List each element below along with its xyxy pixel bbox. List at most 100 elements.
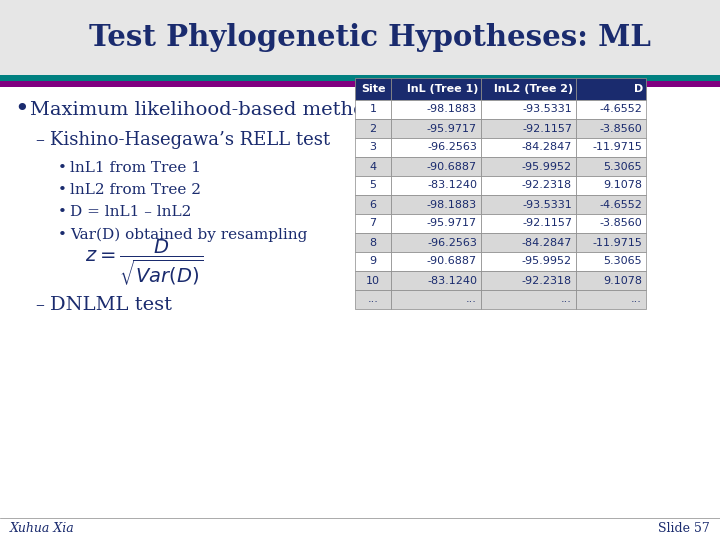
- Bar: [391, 214, 481, 233]
- Text: -83.1240: -83.1240: [427, 180, 477, 191]
- Text: 10: 10: [366, 275, 380, 286]
- Text: 1: 1: [369, 105, 377, 114]
- Bar: [576, 195, 646, 214]
- Text: 9.1078: 9.1078: [603, 180, 642, 191]
- Bar: [355, 214, 391, 233]
- Text: Xuhua Xia: Xuhua Xia: [10, 523, 75, 536]
- Text: -92.2318: -92.2318: [522, 275, 572, 286]
- Text: •: •: [58, 183, 67, 197]
- Text: Test Phylogenetic Hypotheses: ML: Test Phylogenetic Hypotheses: ML: [89, 23, 651, 52]
- Bar: [481, 271, 576, 290]
- Bar: [355, 176, 391, 195]
- Bar: [481, 119, 576, 138]
- Text: 7: 7: [369, 219, 377, 228]
- Bar: [0, 75, 720, 81]
- Text: lnL (Tree 1): lnL (Tree 1): [407, 84, 478, 94]
- Bar: [391, 119, 481, 138]
- Text: ...: ...: [631, 294, 642, 305]
- Text: 9.1078: 9.1078: [603, 275, 642, 286]
- Text: 8: 8: [369, 238, 377, 247]
- Text: 5.3065: 5.3065: [603, 161, 642, 172]
- Bar: [391, 100, 481, 119]
- Text: ...: ...: [368, 294, 379, 305]
- Bar: [576, 119, 646, 138]
- Bar: [481, 214, 576, 233]
- Text: DNLML test: DNLML test: [50, 296, 172, 314]
- Text: -92.1157: -92.1157: [522, 124, 572, 133]
- Text: Slide 57: Slide 57: [658, 523, 710, 536]
- Text: 9: 9: [369, 256, 377, 267]
- Bar: [576, 138, 646, 157]
- Text: lnL2 from Tree 2: lnL2 from Tree 2: [70, 183, 201, 197]
- Text: -95.9717: -95.9717: [427, 124, 477, 133]
- Bar: [355, 252, 391, 271]
- Text: -95.9717: -95.9717: [427, 219, 477, 228]
- Text: Kishino-Hasegawa’s RELL test: Kishino-Hasegawa’s RELL test: [50, 131, 330, 149]
- Bar: [355, 233, 391, 252]
- Bar: [355, 119, 391, 138]
- Text: -95.9952: -95.9952: [522, 256, 572, 267]
- Text: Maximum likelihood-based method: Maximum likelihood-based method: [30, 101, 377, 119]
- Bar: [481, 290, 576, 309]
- Bar: [576, 176, 646, 195]
- Bar: [391, 233, 481, 252]
- Text: D: D: [634, 84, 643, 94]
- Text: -95.9952: -95.9952: [522, 161, 572, 172]
- Bar: [391, 78, 481, 100]
- Bar: [481, 176, 576, 195]
- Bar: [0, 81, 720, 87]
- Text: 6: 6: [369, 199, 377, 210]
- Bar: [576, 157, 646, 176]
- Bar: [355, 138, 391, 157]
- Text: –: –: [35, 131, 44, 149]
- Text: -3.8560: -3.8560: [599, 124, 642, 133]
- Text: 4: 4: [369, 161, 377, 172]
- Bar: [576, 233, 646, 252]
- Bar: [576, 100, 646, 119]
- Bar: [481, 157, 576, 176]
- Bar: [391, 290, 481, 309]
- Text: •: •: [14, 98, 29, 122]
- Text: -84.2847: -84.2847: [521, 143, 572, 152]
- Bar: [481, 100, 576, 119]
- Bar: [576, 78, 646, 100]
- Bar: [355, 78, 391, 100]
- Bar: [391, 138, 481, 157]
- Text: D = lnL1 – lnL2: D = lnL1 – lnL2: [70, 205, 192, 219]
- Bar: [391, 271, 481, 290]
- Text: -92.1157: -92.1157: [522, 219, 572, 228]
- Bar: [0, 0, 720, 75]
- Text: -11.9715: -11.9715: [592, 238, 642, 247]
- Text: -4.6552: -4.6552: [599, 105, 642, 114]
- Bar: [391, 157, 481, 176]
- Bar: [391, 195, 481, 214]
- Bar: [481, 252, 576, 271]
- Bar: [355, 195, 391, 214]
- Text: ...: ...: [466, 294, 477, 305]
- Text: -90.6887: -90.6887: [427, 161, 477, 172]
- Bar: [576, 252, 646, 271]
- Bar: [481, 78, 576, 100]
- Text: Site: Site: [361, 84, 385, 94]
- Text: -93.5331: -93.5331: [522, 105, 572, 114]
- Text: •: •: [58, 228, 67, 242]
- Bar: [391, 176, 481, 195]
- Text: 3: 3: [369, 143, 377, 152]
- Text: -96.2563: -96.2563: [427, 143, 477, 152]
- Text: Var(D) obtained by resampling: Var(D) obtained by resampling: [70, 228, 307, 242]
- Bar: [576, 271, 646, 290]
- Bar: [481, 138, 576, 157]
- Text: -90.6887: -90.6887: [427, 256, 477, 267]
- Text: 5.3065: 5.3065: [603, 256, 642, 267]
- Bar: [355, 290, 391, 309]
- Text: $z = \dfrac{D}{\sqrt{Var(D)}}$: $z = \dfrac{D}{\sqrt{Var(D)}}$: [85, 237, 203, 287]
- Bar: [481, 233, 576, 252]
- Text: lnL1 from Tree 1: lnL1 from Tree 1: [70, 161, 201, 175]
- Bar: [355, 100, 391, 119]
- Text: 5: 5: [369, 180, 377, 191]
- Text: 2: 2: [369, 124, 377, 133]
- Text: -11.9715: -11.9715: [592, 143, 642, 152]
- Bar: [391, 252, 481, 271]
- Text: •: •: [58, 161, 67, 175]
- Text: -92.2318: -92.2318: [522, 180, 572, 191]
